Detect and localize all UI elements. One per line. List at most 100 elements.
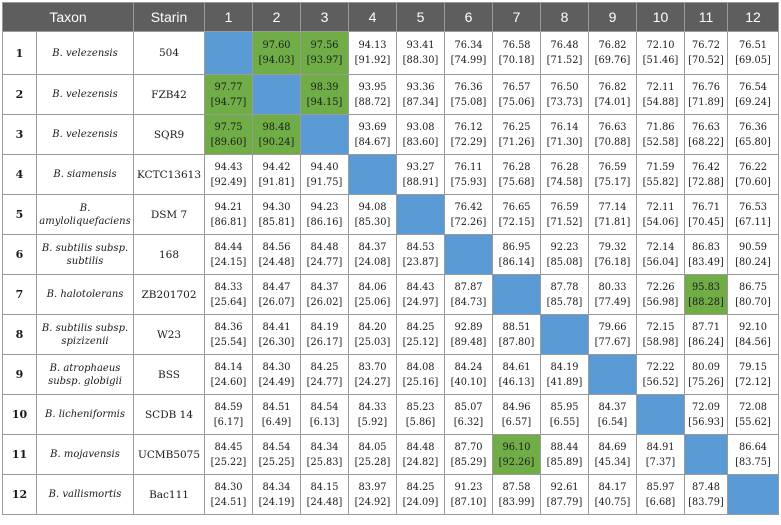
ani-value-cell: 72.10 [51.46] — [636, 31, 686, 75]
ani-value-cell: 84.25 [24.09] — [396, 474, 446, 515]
dddh-value: [70.52] — [688, 55, 724, 66]
strain-name: DSM 7 — [133, 194, 206, 235]
taxon-name: B. velezensis — [35, 31, 135, 75]
ani-value-cell: 76.36 [65.80] — [727, 114, 779, 155]
ani-value: 76.72 — [691, 40, 721, 51]
ani-value: 76.12 — [454, 121, 483, 133]
ani-value-cell: 84.51 [6.49] — [252, 394, 302, 435]
ani-value-cell: 86.83 [83.49] — [684, 234, 729, 275]
ani-value-cell: 84.48 [24.77] — [300, 234, 350, 275]
ani-value: 94.08 — [358, 201, 387, 213]
dddh-value: [75.17] — [594, 176, 631, 188]
dddh-value: [75.68] — [498, 176, 535, 188]
ani-value-cell: 84.25 [24.77] — [300, 354, 350, 395]
diagonal-cell — [636, 394, 686, 435]
ani-value-cell: 95.83 [88.28] — [684, 274, 729, 315]
dddh-value: [85.30] — [354, 216, 391, 228]
ani-value: 88.44 — [550, 441, 579, 453]
ani-value: 84.96 — [502, 401, 531, 413]
ani-value-cell: 71.59 [55.82] — [636, 154, 686, 195]
taxon-name: B. subtilis subsp. subtilis — [35, 234, 135, 275]
header-row: Taxon Starin 1 2 3 4 5 6 7 8 9 10 11 12 — [1, 2, 779, 32]
ani-value: 84.36 — [214, 321, 243, 333]
ani-value-cell: 76.65 [72.15] — [492, 194, 542, 235]
ani-value-cell: 84.69 [45.34] — [588, 434, 638, 475]
dddh-value: [83.99] — [498, 496, 535, 508]
ani-value: 84.47 — [262, 281, 291, 293]
dddh-value: [54.06] — [642, 216, 679, 228]
ani-value: 97.60 — [262, 40, 291, 51]
dddh-value: [26.30] — [258, 336, 295, 348]
ani-value: 94.13 — [358, 40, 387, 51]
ani-value: 98.39 — [310, 81, 339, 93]
ani-value-cell: 84.25 [25.12] — [396, 314, 446, 355]
dddh-value: [70.45] — [688, 216, 724, 228]
row-index: 3 — [2, 114, 37, 155]
ani-value: 95.83 — [691, 281, 721, 293]
ani-value-cell: 84.37 [6.54] — [588, 394, 638, 435]
ani-value-cell: 97.60 [94.03] — [252, 31, 302, 75]
ani-value-cell: 84.37 [24.08] — [348, 234, 398, 275]
ani-value: 84.24 — [454, 361, 483, 373]
diagonal-cell — [492, 274, 542, 315]
ani-value-cell: 76.54 [69.24] — [727, 74, 779, 115]
diagonal-cell — [684, 434, 729, 475]
dddh-value: [75.26] — [688, 376, 724, 388]
ani-value: 96.10 — [502, 441, 531, 453]
ani-value-cell: 94.30 [85.81] — [252, 194, 302, 235]
dddh-value: [24.77] — [306, 376, 343, 388]
ani-value-cell: 76.28 [75.68] — [492, 154, 542, 195]
ani-value: 87.78 — [550, 281, 579, 293]
ani-value-cell: 84.33 [25.64] — [204, 274, 254, 315]
table-row: 8 B. subtilis subsp. spizizenii W23 84.36 [2… — [2, 314, 779, 355]
ani-value: 76.82 — [598, 40, 627, 51]
strain-name: 168 — [133, 234, 206, 275]
dddh-value: [89.60] — [210, 136, 247, 148]
ani-value: 93.69 — [358, 121, 387, 133]
ani-value-cell: 94.40 [91.75] — [300, 154, 350, 195]
dddh-value: [55.82] — [642, 176, 679, 188]
ani-value: 76.11 — [454, 161, 483, 173]
header-strain: Starin — [133, 2, 206, 32]
ani-value: 84.69 — [598, 441, 627, 453]
dddh-value: [6.57] — [501, 416, 532, 428]
dddh-value: [87.80] — [498, 336, 535, 348]
dddh-value: [71.81] — [594, 216, 631, 228]
taxon-name: B. mojavensis — [35, 434, 135, 475]
dddh-value: [25.64] — [210, 296, 247, 308]
ani-value-cell: 76.59 [75.17] — [588, 154, 638, 195]
ani-value-cell: 87.87 [84.73] — [444, 274, 494, 315]
diagonal-cell — [348, 154, 398, 195]
ani-value: 79.15 — [738, 361, 768, 373]
dddh-value: [54.88] — [642, 96, 679, 108]
ani-value: 84.54 — [310, 401, 339, 413]
ani-value-cell: 84.30 [24.51] — [204, 474, 254, 515]
dddh-value: [74.01] — [594, 96, 631, 108]
ani-value-cell: 93.36 [87.34] — [396, 74, 446, 115]
ani-value: 92.61 — [550, 481, 579, 493]
ani-value: 84.34 — [262, 481, 291, 493]
ani-value-cell: 84.33 [5.92] — [348, 394, 398, 435]
ani-value: 76.22 — [738, 161, 768, 173]
dddh-value: [40.10] — [450, 376, 487, 388]
ani-value-cell: 86.64 [83.75] — [727, 434, 779, 475]
dddh-value: [92.49] — [210, 176, 247, 188]
dddh-value: [6.54] — [597, 416, 628, 428]
ani-value: 93.41 — [406, 40, 435, 51]
dddh-value: [94.77] — [210, 96, 247, 108]
dddh-value: [88.30] — [402, 55, 439, 66]
ani-value: 94.43 — [214, 161, 243, 173]
dddh-value: [85.81] — [258, 216, 295, 228]
ani-value-cell: 91.23 [87.10] — [444, 474, 494, 515]
ani-value-cell: 90.59 [80.24] — [727, 234, 779, 275]
ani-value: 87.70 — [454, 441, 483, 453]
ani-value-cell: 84.37 [26.02] — [300, 274, 350, 315]
ani-value: 94.21 — [214, 201, 243, 213]
dddh-value: [88.91] — [402, 176, 439, 188]
ani-value: 84.43 — [406, 281, 435, 293]
ani-value: 76.54 — [738, 81, 768, 93]
ani-value: 84.61 — [502, 361, 531, 373]
row-index: 8 — [2, 314, 37, 355]
dddh-value: [71.52] — [546, 216, 583, 228]
strain-name: Bac111 — [133, 474, 206, 515]
